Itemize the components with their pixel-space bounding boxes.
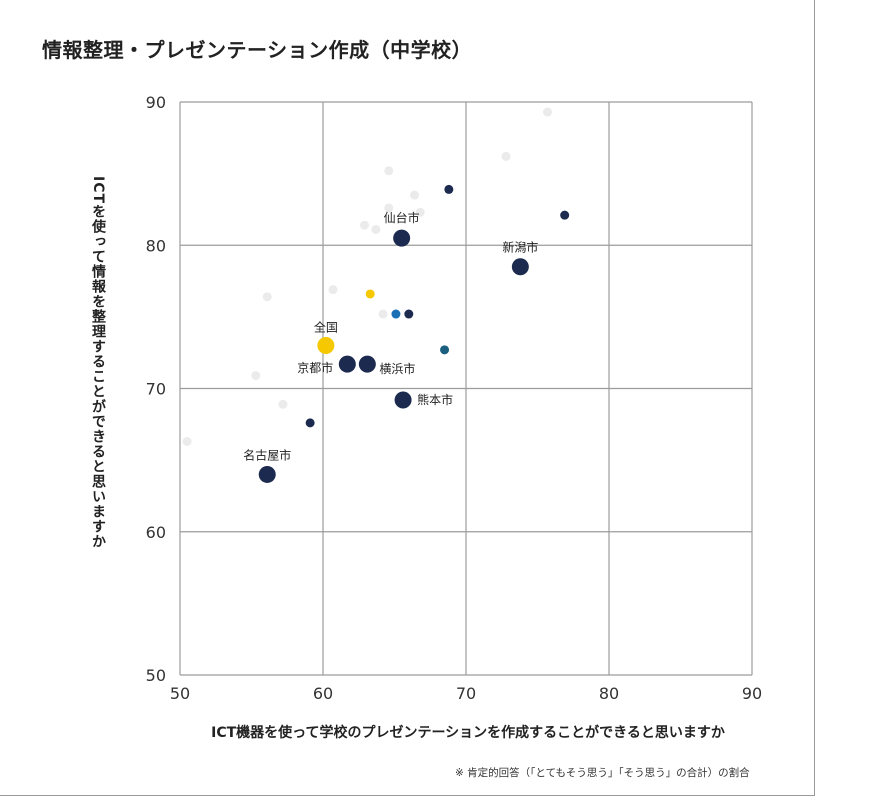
data-point <box>317 337 335 355</box>
y-tick-label: 80 <box>146 236 166 255</box>
footnote: ※ 肯定的回答（「とてもそう思う」「そう思う」の合計）の割合 <box>455 767 750 779</box>
y-tick-label: 70 <box>146 380 166 399</box>
x-tick-label: 50 <box>170 684 190 703</box>
data-point <box>182 437 192 447</box>
x-tick-label: 80 <box>599 684 619 703</box>
y-tick-label: 50 <box>146 666 166 685</box>
point-label: 全国 <box>314 320 338 335</box>
x-tick-label: 60 <box>313 684 333 703</box>
chart-title: 情報整理・プレゼンテーション作成（中学校） <box>42 38 473 62</box>
data-point <box>511 258 529 276</box>
point-label: 名古屋市 <box>243 447 291 462</box>
data-point <box>501 151 511 161</box>
data-point <box>258 465 276 483</box>
data-point <box>371 224 381 234</box>
y-tick-label: 60 <box>146 523 166 542</box>
x-axis-label: ICT機器を使って学校のプレゼンテーションを作成することができると思いますか <box>211 725 725 741</box>
data-point <box>328 285 338 295</box>
x-tick-label: 90 <box>742 684 762 703</box>
point-label: 京都市 <box>297 360 333 375</box>
data-point <box>384 203 394 213</box>
data-point <box>338 355 356 373</box>
data-point <box>262 292 272 302</box>
point-label: 熊本市 <box>417 392 453 407</box>
data-point <box>444 184 454 194</box>
data-point <box>305 418 315 428</box>
data-point <box>278 399 288 409</box>
data-point <box>394 391 412 409</box>
data-point <box>251 371 261 381</box>
data-point <box>358 355 376 373</box>
point-label: 横浜市 <box>379 361 415 376</box>
point-label: 新潟市 <box>502 240 538 255</box>
data-point <box>560 210 570 220</box>
point-label: 仙台市 <box>384 210 420 225</box>
x-tick-label: 70 <box>456 684 476 703</box>
data-point <box>359 220 369 230</box>
data-point <box>393 229 411 247</box>
data-point <box>384 166 394 176</box>
y-tick-label: 90 <box>146 93 166 112</box>
data-point <box>543 107 553 117</box>
data-point <box>365 289 375 299</box>
data-point <box>410 190 420 200</box>
y-axis-label: ICTを使って情報を整理することができると思いますか <box>90 176 106 550</box>
data-point <box>404 309 414 319</box>
data-point <box>378 309 388 319</box>
data-point <box>440 345 450 355</box>
data-point <box>415 207 425 217</box>
data-point <box>391 309 401 319</box>
